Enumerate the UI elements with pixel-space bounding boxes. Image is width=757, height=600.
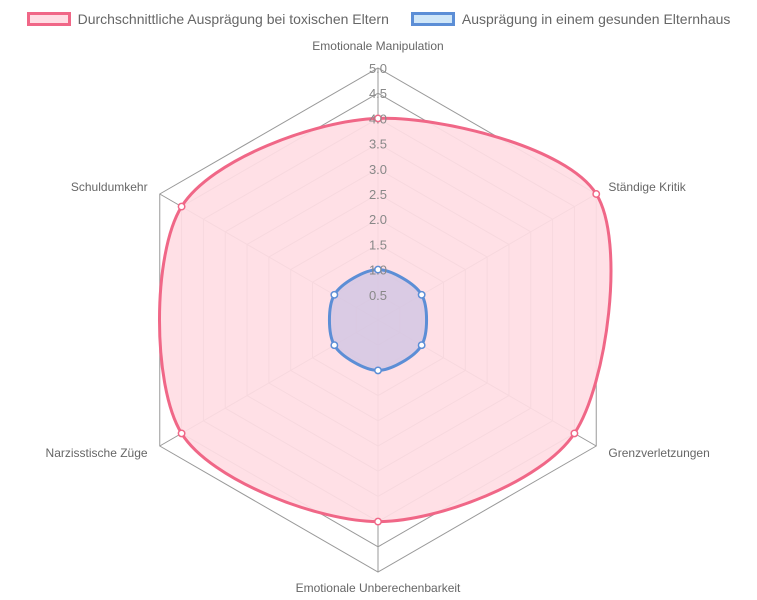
data-point-s2-3 [417, 341, 426, 350]
data-point-s1-6 [177, 202, 186, 211]
axis-label-4: Emotionale Unberechenbarkeit [296, 581, 461, 595]
data-point-s1-4 [374, 517, 382, 526]
legend-item-healthy-home[interactable]: Ausprägung in einem gesunden Elternhaus [410, 11, 731, 27]
tick-label-3.5: 3.5 [369, 137, 387, 152]
tick-label-4.5: 4.5 [369, 86, 387, 101]
chart-legend: Durchschnittliche Ausprägung bei toxisch… [0, 8, 757, 30]
data-point-s2-5 [330, 341, 339, 350]
legend-swatch-healthy-home [410, 12, 455, 26]
tick-label-3.0: 3.0 [369, 162, 387, 177]
data-point-s2-4 [374, 366, 382, 375]
axis-label-2: Ständige Kritik [608, 180, 686, 194]
legend-label-healthy-home: Ausprägung in einem gesunden Elternhaus [461, 11, 731, 27]
tick-label-4.0: 4.0 [369, 111, 387, 126]
data-point-s1-5 [177, 429, 186, 438]
axis-label-1: Emotionale Manipulation [312, 39, 443, 53]
axis-label-5: Narzisstische Züge [46, 446, 148, 460]
series-area-2 [327, 268, 429, 372]
data-point-s2-1 [374, 265, 382, 274]
data-point-s2-2 [417, 290, 426, 299]
radar-axis-labels: Emotionale Manipulation Ständige Kritik Gr… [46, 39, 710, 595]
tick-label-1.5: 1.5 [369, 237, 387, 252]
tick-label-2.5: 2.5 [369, 187, 387, 202]
radar-series [157, 114, 613, 526]
data-point-s2-6 [330, 290, 339, 299]
radar-tick-labels: 0.5 1.0 1.5 2.0 2.5 3.0 3.5 4.0 4.5 5.0 [369, 61, 387, 303]
tick-label-2.0: 2.0 [369, 212, 387, 227]
legend-swatch-toxic-parents [26, 12, 71, 26]
tick-label-0.5: 0.5 [369, 288, 387, 303]
data-point-s1-1 [374, 114, 382, 123]
tick-label-5.0: 5.0 [369, 61, 387, 76]
axis-label-6: Schuldumkehr [71, 180, 148, 194]
data-point-s1-3 [570, 429, 579, 438]
legend-label-toxic-parents: Durchschnittliche Ausprägung bei toxisch… [77, 11, 389, 27]
axis-label-3: Grenzverletzungen [608, 446, 709, 460]
legend-item-toxic-parents[interactable]: Durchschnittliche Ausprägung bei toxisch… [26, 11, 389, 27]
data-point-s1-2 [592, 190, 601, 198]
tick-label-1.0: 1.0 [369, 263, 387, 278]
